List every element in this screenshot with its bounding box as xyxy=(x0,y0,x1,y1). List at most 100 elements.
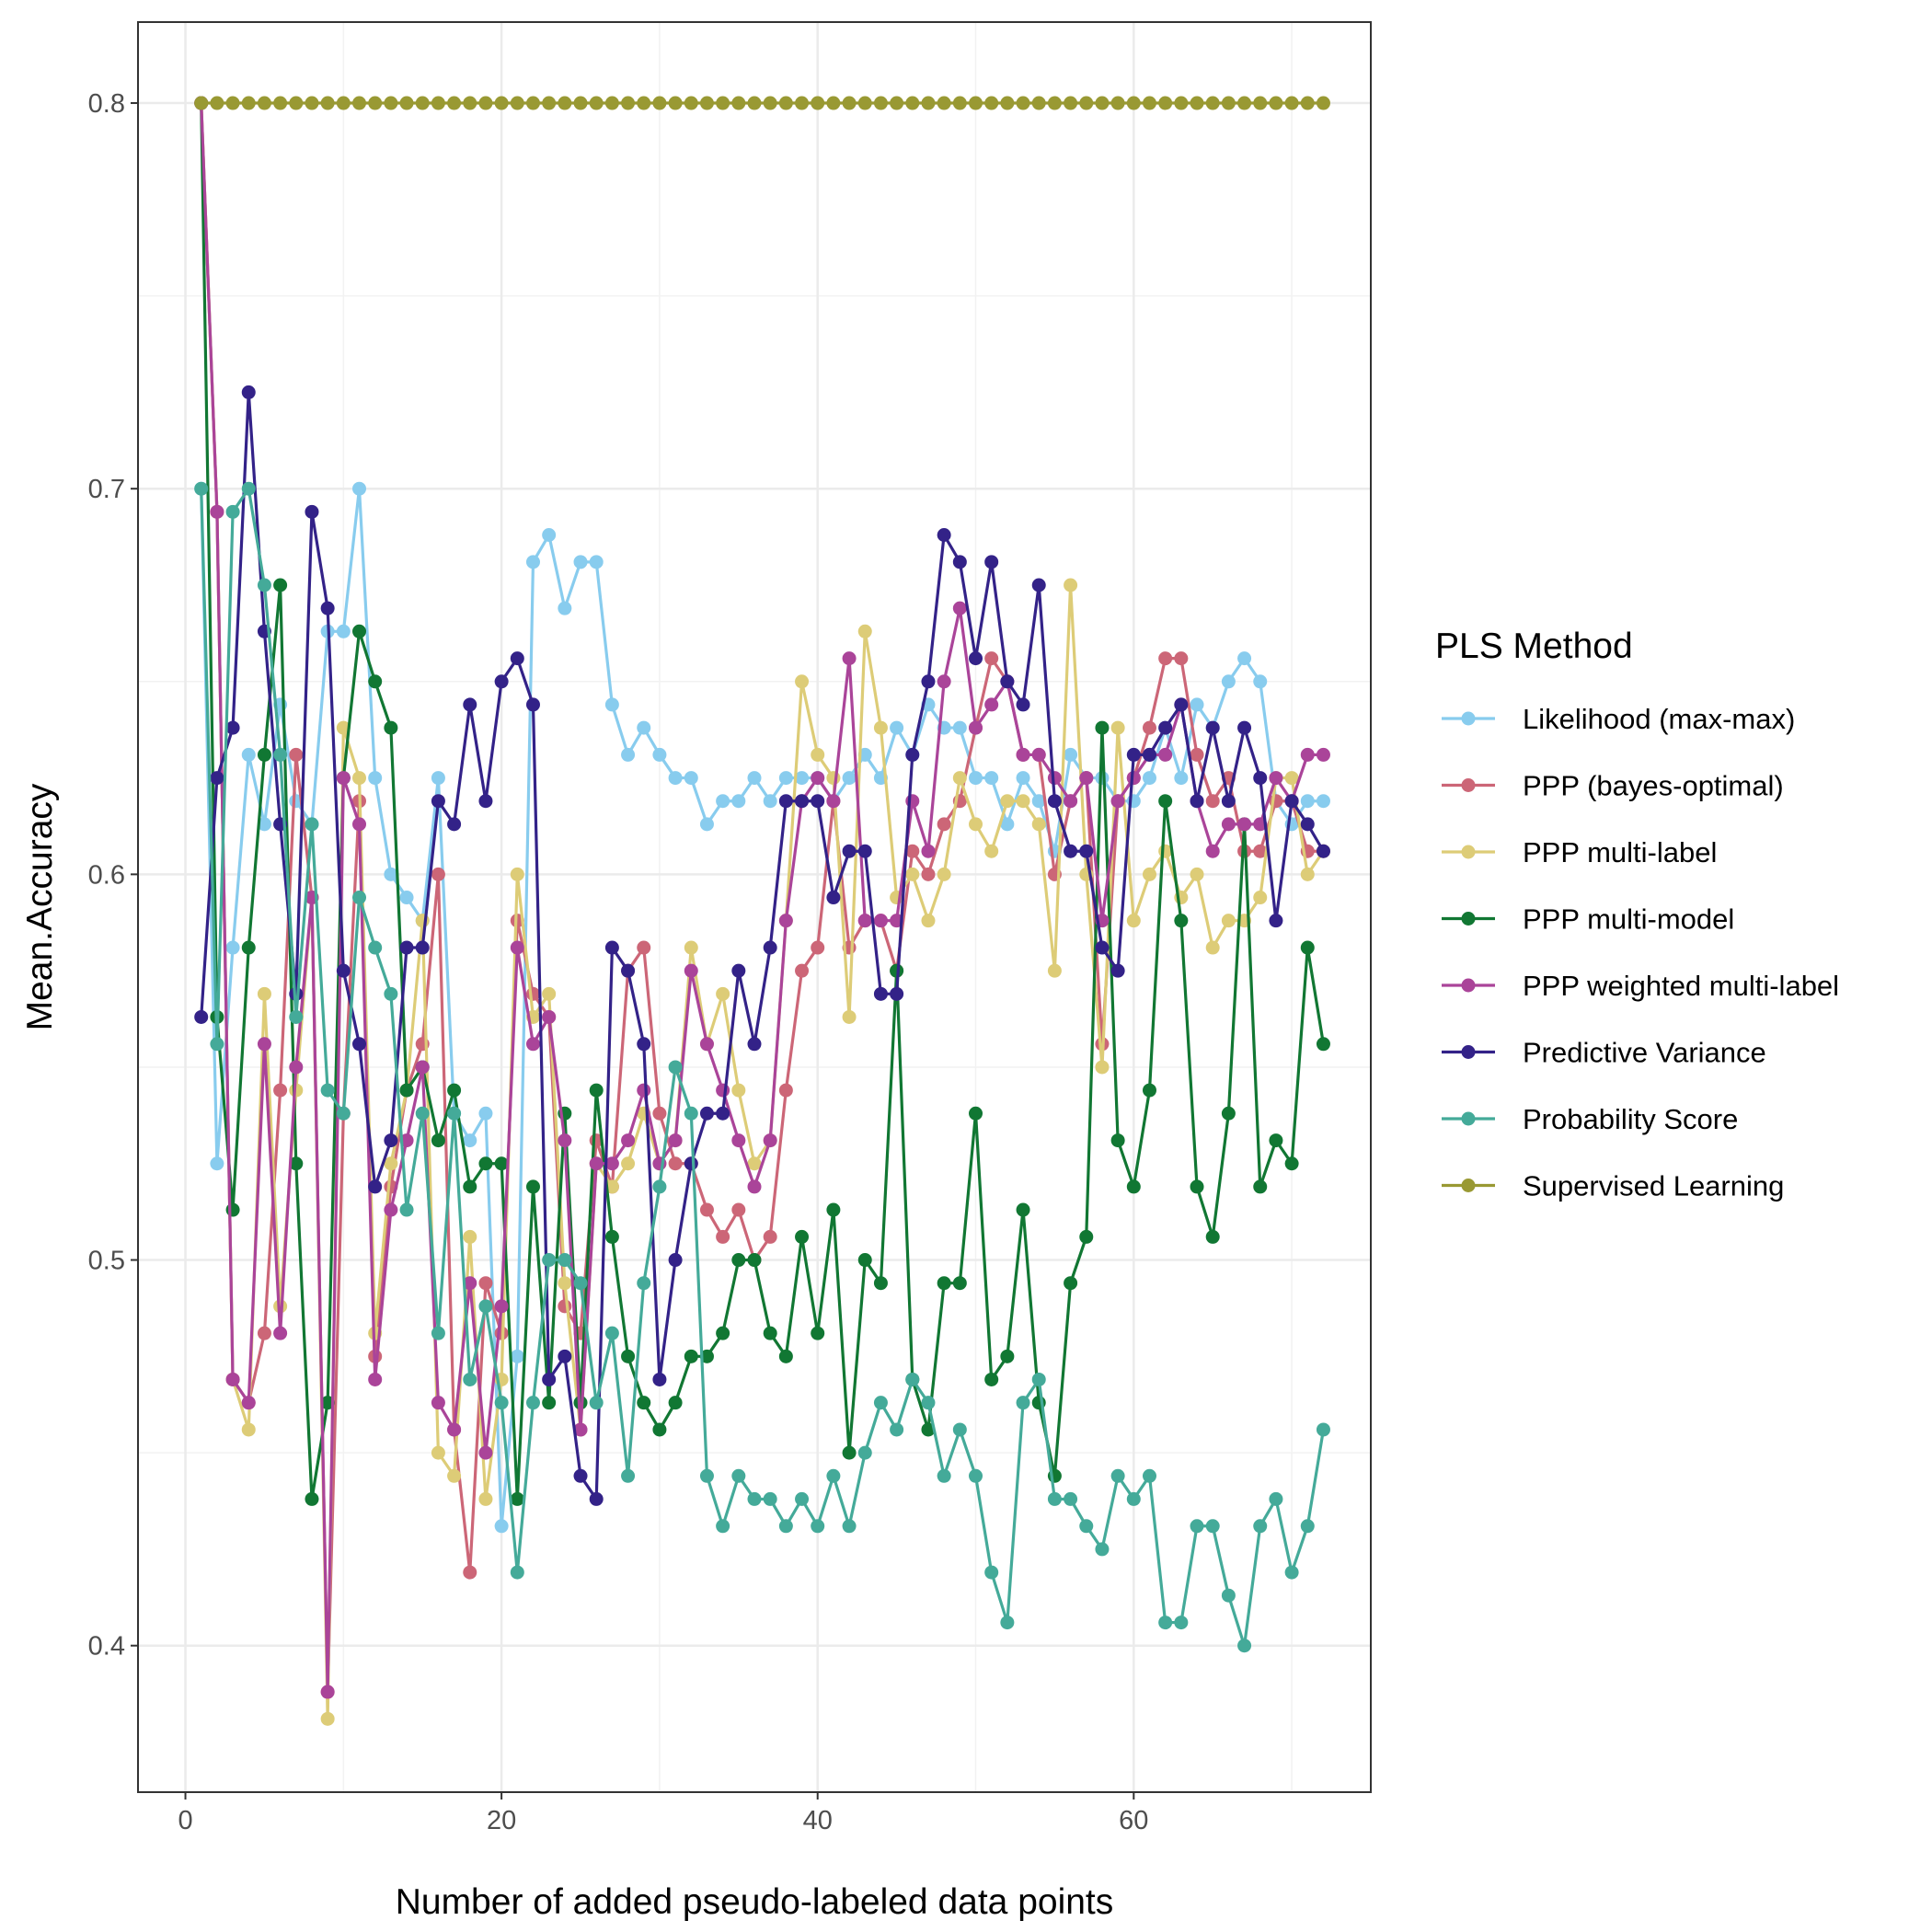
data-point xyxy=(542,1372,557,1386)
data-point xyxy=(1031,747,1046,762)
data-point xyxy=(668,771,683,786)
data-point xyxy=(463,96,477,110)
data-point xyxy=(1300,794,1315,809)
data-point xyxy=(842,844,857,858)
data-point xyxy=(842,1519,857,1534)
data-point xyxy=(604,1326,619,1340)
legend-item: PPP (bayes-optimal) xyxy=(1442,770,1784,802)
data-point xyxy=(716,1519,730,1534)
data-point xyxy=(637,1037,651,1052)
data-point xyxy=(921,1396,936,1410)
data-point xyxy=(890,96,904,110)
data-point xyxy=(763,1133,777,1148)
data-point xyxy=(842,1445,857,1460)
data-point xyxy=(778,914,793,928)
data-point xyxy=(984,1565,999,1580)
data-point xyxy=(399,940,414,955)
data-point xyxy=(384,1133,398,1148)
data-point xyxy=(684,771,698,786)
data-point xyxy=(778,771,793,786)
data-point xyxy=(1095,720,1110,735)
data-point xyxy=(1031,794,1046,809)
data-point xyxy=(431,867,445,881)
data-point xyxy=(1300,747,1315,762)
data-point xyxy=(352,1037,367,1052)
data-point xyxy=(1000,674,1015,689)
data-point xyxy=(699,817,714,832)
data-point xyxy=(811,771,825,786)
data-point xyxy=(1064,578,1078,592)
data-point xyxy=(842,1009,857,1024)
data-point xyxy=(1110,794,1125,809)
legend-label: PPP weighted multi-label xyxy=(1523,970,1839,1002)
data-point xyxy=(699,1202,714,1217)
data-point xyxy=(336,720,351,735)
legend-item: PPP multi-label xyxy=(1442,836,1717,868)
legend-item: Predictive Variance xyxy=(1442,1037,1766,1069)
data-point xyxy=(1064,96,1078,110)
data-point xyxy=(952,771,967,786)
data-point xyxy=(1316,1422,1330,1437)
data-point xyxy=(1300,940,1315,955)
data-point xyxy=(589,96,604,110)
data-point xyxy=(668,1396,683,1410)
data-point xyxy=(811,747,825,762)
data-point xyxy=(731,1468,746,1483)
data-point xyxy=(352,817,367,832)
data-point xyxy=(731,963,746,978)
data-point xyxy=(241,940,256,955)
data-point xyxy=(241,96,256,110)
data-point xyxy=(1269,914,1283,928)
data-point xyxy=(984,651,999,666)
data-point xyxy=(969,651,983,666)
data-point xyxy=(1016,1202,1030,1217)
data-point xyxy=(1110,96,1125,110)
data-point xyxy=(336,96,351,110)
data-point xyxy=(542,1396,557,1410)
data-point xyxy=(573,1396,588,1410)
data-point xyxy=(241,481,256,496)
data-point xyxy=(1158,794,1173,809)
data-point xyxy=(573,1422,588,1437)
data-point xyxy=(1142,867,1156,881)
data-point xyxy=(210,771,224,786)
data-point xyxy=(1284,794,1299,809)
data-point xyxy=(652,96,667,110)
data-point xyxy=(937,1276,951,1291)
data-point xyxy=(952,720,967,735)
data-point xyxy=(984,96,999,110)
data-point xyxy=(716,794,730,809)
series-group xyxy=(194,385,1330,1506)
data-point xyxy=(1253,771,1268,786)
data-point xyxy=(1237,651,1252,666)
data-point xyxy=(1110,1468,1125,1483)
data-point xyxy=(1174,96,1189,110)
data-point xyxy=(890,986,904,1001)
data-point xyxy=(241,1422,256,1437)
data-point xyxy=(447,1106,462,1121)
data-point xyxy=(637,96,651,110)
data-point xyxy=(652,1179,667,1194)
data-point xyxy=(795,771,810,786)
data-point xyxy=(652,1422,667,1437)
data-point xyxy=(763,96,777,110)
data-point xyxy=(573,1468,588,1483)
data-point xyxy=(1158,747,1173,762)
data-point xyxy=(415,96,430,110)
data-point xyxy=(984,555,999,569)
data-point xyxy=(431,1326,445,1340)
data-point xyxy=(604,1179,619,1194)
legend-key-point xyxy=(1461,912,1476,926)
data-point xyxy=(747,96,762,110)
data-point xyxy=(525,1037,540,1052)
data-point xyxy=(873,1276,888,1291)
data-point xyxy=(1205,96,1220,110)
data-point xyxy=(778,794,793,809)
data-point xyxy=(731,1133,746,1148)
data-point xyxy=(273,1299,288,1314)
data-point xyxy=(241,385,256,399)
legend-item: Probability Score xyxy=(1442,1103,1738,1135)
data-point xyxy=(1047,963,1062,978)
data-point xyxy=(447,817,462,832)
